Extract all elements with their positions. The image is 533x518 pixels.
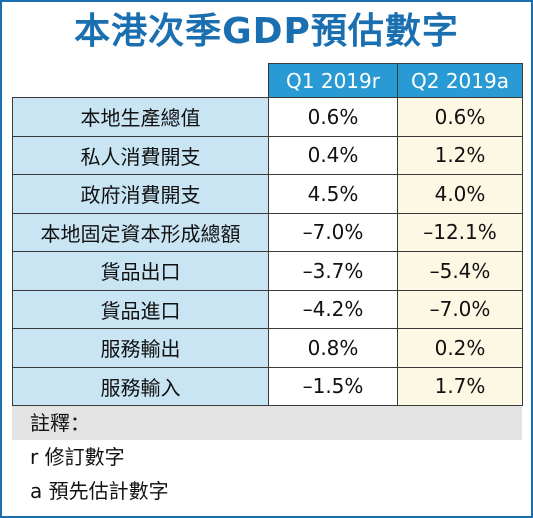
note-preliminary: a 預先估計數字 [30, 479, 169, 503]
row-value-q2: 1.2% [397, 135, 523, 175]
row-label: 政府消費開支 [12, 174, 269, 214]
row-value-q2: –7.0% [397, 289, 523, 329]
row-value-q1: 0.4% [268, 135, 398, 175]
header-blank-cell [12, 63, 269, 98]
row-label: 貨品出口 [12, 251, 269, 291]
row-label: 服務輸出 [12, 328, 269, 368]
table-row: 服務輸入 –1.5% 1.7% [12, 366, 523, 406]
table-row: 貨品進口 –4.2% –7.0% [12, 289, 523, 329]
notes-heading: 註釋： [12, 406, 522, 440]
row-label: 私人消費開支 [12, 135, 269, 175]
row-value-q1: 0.8% [268, 328, 398, 368]
row-label: 本地生產總值 [12, 97, 269, 137]
row-value-q1: 4.5% [268, 174, 398, 214]
row-value-q1: –1.5% [268, 366, 398, 406]
page-title: 本港次季GDP預估數字 [74, 11, 459, 52]
notes-section: 註釋： r 修訂數字 a 預先估計數字 [12, 406, 522, 510]
table-header-row: Q1 2019r Q2 2019a [12, 63, 523, 98]
table-row: 本地生產總值 0.6% 0.6% [12, 97, 523, 137]
table-row: 政府消費開支 4.5% 4.0% [12, 174, 523, 214]
column-header-q2: Q2 2019a [397, 63, 523, 98]
row-value-q2: 1.7% [397, 366, 523, 406]
row-value-q1: –3.7% [268, 251, 398, 291]
table-row: 私人消費開支 0.4% 1.2% [12, 135, 523, 175]
column-header-q1: Q1 2019r [268, 63, 398, 98]
row-value-q1: –4.2% [268, 289, 398, 329]
row-value-q2: –12.1% [397, 212, 523, 252]
row-value-q1: –7.0% [268, 212, 398, 252]
row-label: 服務輸入 [12, 366, 269, 406]
table-row: 服務輸出 0.8% 0.2% [12, 328, 523, 368]
row-label: 本地固定資本形成總額 [12, 212, 269, 252]
row-value-q2: 0.6% [397, 97, 523, 137]
note-revised: r 修訂數字 [30, 445, 125, 469]
table-row: 本地固定資本形成總額 –7.0% –12.1% [12, 212, 523, 252]
table-row: 貨品出口 –3.7% –5.4% [12, 251, 523, 291]
row-value-q2: 0.2% [397, 328, 523, 368]
row-value-q1: 0.6% [268, 97, 398, 137]
row-label: 貨品進口 [12, 289, 269, 329]
row-value-q2: –5.4% [397, 251, 523, 291]
row-value-q2: 4.0% [397, 174, 523, 214]
gdp-table: Q1 2019r Q2 2019a 本地生產總值 0.6% 0.6% 私人消費開支 0.… [12, 63, 523, 406]
